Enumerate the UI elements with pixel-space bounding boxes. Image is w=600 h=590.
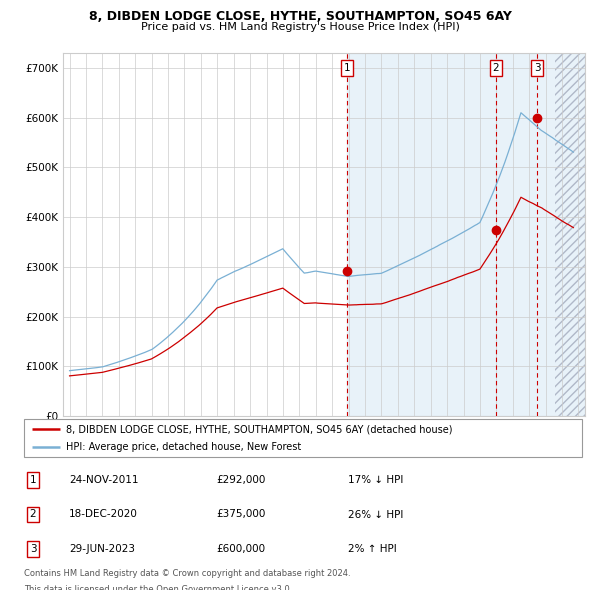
Bar (555, 53, 585, 416)
Text: 24-NOV-2011: 24-NOV-2011 (69, 476, 139, 485)
Text: This data is licensed under the Open Government Licence v3.0.: This data is licensed under the Open Gov… (24, 585, 292, 590)
Text: Price paid vs. HM Land Registry's House Price Index (HPI): Price paid vs. HM Land Registry's House … (140, 22, 460, 32)
Text: 18-DEC-2020: 18-DEC-2020 (69, 510, 138, 519)
FancyBboxPatch shape (24, 419, 582, 457)
Text: 3: 3 (29, 544, 37, 553)
Text: Contains HM Land Registry data © Crown copyright and database right 2024.: Contains HM Land Registry data © Crown c… (24, 569, 350, 578)
Text: £292,000: £292,000 (216, 476, 265, 485)
Text: 17% ↓ HPI: 17% ↓ HPI (348, 476, 403, 485)
Text: 1: 1 (344, 63, 350, 73)
Text: HPI: Average price, detached house, New Forest: HPI: Average price, detached house, New … (66, 442, 301, 452)
Text: 1: 1 (29, 476, 37, 485)
Text: 2% ↑ HPI: 2% ↑ HPI (348, 544, 397, 553)
Bar (555, 53, 585, 416)
Text: 29-JUN-2023: 29-JUN-2023 (69, 544, 135, 553)
Text: £375,000: £375,000 (216, 510, 265, 519)
Text: £600,000: £600,000 (216, 544, 265, 553)
Text: 8, DIBDEN LODGE CLOSE, HYTHE, SOUTHAMPTON, SO45 6AY: 8, DIBDEN LODGE CLOSE, HYTHE, SOUTHAMPTO… (89, 10, 511, 23)
Text: 26% ↓ HPI: 26% ↓ HPI (348, 510, 403, 519)
Text: 2: 2 (29, 510, 37, 519)
Text: 8, DIBDEN LODGE CLOSE, HYTHE, SOUTHAMPTON, SO45 6AY (detached house): 8, DIBDEN LODGE CLOSE, HYTHE, SOUTHAMPTO… (66, 424, 452, 434)
Bar (347, 53, 585, 416)
Text: 2: 2 (493, 63, 499, 73)
Text: 3: 3 (534, 63, 541, 73)
